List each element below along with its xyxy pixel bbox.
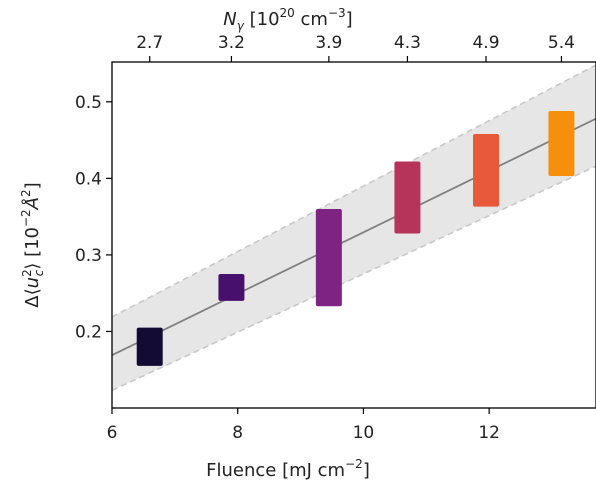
confidence-band [112,65,596,391]
data-point-3 [315,208,342,307]
data-point-5 [473,133,499,207]
fit-line [112,117,596,356]
top-tick-label: 3.2 [218,33,245,53]
x-tick-label: 8 [232,423,243,443]
y-tick-label: 0.5 [75,93,102,113]
top-axis-title: Nγ [1020 cm−3] [223,6,352,33]
x-tick-label: 12 [478,423,500,443]
y-axis-ticks: 0.2 0.3 0.4 0.5 [75,93,112,342]
y-axis-title: Δ⟨u2c⟩ [10−2Å2] [19,182,46,307]
top-tick-label: 4.9 [472,33,499,53]
band-upper-edge [112,64,596,318]
y-tick-label: 0.4 [75,169,102,189]
data-point-1 [136,327,163,366]
data-points-layer [136,110,575,366]
x-tick-label: 6 [107,423,118,443]
data-point-4 [394,161,421,234]
data-point-2 [218,274,245,301]
confidence-band-layer [112,64,596,392]
x-tick-label: 10 [353,423,375,443]
y-tick-label: 0.3 [75,246,102,266]
y-tick-label: 0.2 [75,322,102,342]
top-tick-label: 4.3 [394,33,421,53]
top-tick-label: 2.7 [136,33,163,53]
x-axis-title: Fluence [mJ cm−2] [206,457,370,481]
x-axis-ticks: 6 8 10 12 [107,408,500,443]
top-axis-ticks: 2.7 3.2 3.9 4.3 4.9 5.4 [136,33,575,62]
top-tick-label: 3.9 [315,33,342,53]
top-tick-label: 5.4 [548,33,575,53]
fit-line-layer [112,117,596,356]
band-lower-edge [112,165,596,392]
plot-frame [111,61,596,409]
data-point-6 [548,110,575,177]
